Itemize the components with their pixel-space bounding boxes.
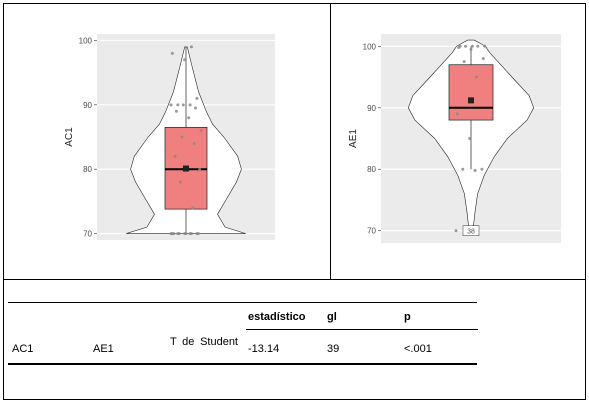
ae1-data-point bbox=[470, 44, 474, 48]
ac1-data-point bbox=[179, 180, 183, 184]
ac1-data-point bbox=[177, 232, 181, 236]
ac1-data-point bbox=[180, 135, 184, 139]
ac1-data-point bbox=[191, 206, 195, 210]
violin-chart-ac1: 70 80 90 100 AC1 bbox=[64, 34, 275, 240]
ae1-data-point bbox=[469, 47, 473, 51]
header-df: gl bbox=[327, 311, 337, 323]
panel-divider bbox=[330, 3, 331, 279]
ae1-tick-label: 80 bbox=[367, 165, 376, 174]
cell-statistic: -13.14 bbox=[248, 343, 280, 355]
ac1-tick-label: 70 bbox=[83, 230, 92, 239]
ac1-data-point bbox=[184, 232, 188, 236]
ae1-data-point bbox=[468, 137, 472, 140]
table-header-rule bbox=[246, 329, 478, 330]
ac1-data-point bbox=[169, 103, 173, 107]
ae1-data-point bbox=[454, 229, 458, 233]
ac1-data-point bbox=[195, 96, 199, 100]
ae1-data-point bbox=[462, 60, 466, 64]
ac1-data-point bbox=[189, 232, 193, 236]
ac1-data-point bbox=[187, 116, 191, 120]
ae1-data-point bbox=[458, 44, 462, 48]
ac1-data-point bbox=[189, 45, 193, 49]
ac1-data-point bbox=[194, 106, 198, 110]
ac1-data-point bbox=[173, 154, 177, 158]
violin-chart-ae1: 70 80 90 100 AE1 38 bbox=[348, 34, 561, 243]
cell-df: 39 bbox=[327, 343, 340, 355]
ae1-tick-label: 100 bbox=[363, 42, 377, 51]
ae1-box bbox=[448, 64, 494, 121]
ac1-data-point bbox=[170, 51, 174, 55]
ac1-data-point bbox=[198, 167, 202, 171]
ac1-tick-label: 80 bbox=[83, 165, 92, 174]
cell-test: T de Student bbox=[170, 336, 238, 348]
ac1-mean-marker bbox=[183, 165, 189, 172]
ae1-outlier-label: 38 bbox=[467, 229, 475, 236]
ae1-tick-label: 70 bbox=[367, 227, 376, 236]
table-divider bbox=[3, 279, 586, 280]
ac1-data-point bbox=[176, 103, 180, 107]
ae1-mean-marker bbox=[468, 97, 474, 104]
ac1-data-point bbox=[196, 232, 200, 236]
ac1-data-point bbox=[181, 103, 185, 107]
cell-var2: AE1 bbox=[93, 343, 114, 355]
ae1-data-point bbox=[464, 44, 468, 48]
cell-var1: AC1 bbox=[12, 343, 34, 355]
ac1-data-point bbox=[188, 103, 192, 107]
ae1-data-point bbox=[483, 44, 487, 48]
ac1-data-point bbox=[192, 141, 196, 145]
ae1-data-point bbox=[476, 44, 480, 48]
ae1-data-point bbox=[461, 167, 465, 171]
header-statistic: estadístico bbox=[248, 311, 306, 323]
cell-p: <.001 bbox=[404, 343, 432, 355]
ae1-ylabel: AE1 bbox=[348, 129, 359, 148]
ac1-data-point bbox=[172, 232, 176, 236]
ae1-tick-label: 90 bbox=[367, 104, 376, 113]
ae1-data-point bbox=[481, 57, 485, 61]
header-p: p bbox=[404, 311, 411, 323]
ae1-data-point bbox=[473, 168, 477, 172]
ac1-ylabel: AC1 bbox=[64, 127, 75, 147]
ae1-data-point bbox=[474, 75, 478, 79]
ae1-data-point bbox=[480, 167, 484, 171]
ae1-data-point bbox=[455, 112, 459, 116]
ac1-data-point bbox=[199, 129, 203, 133]
ae1-outlier-label-box bbox=[462, 225, 480, 236]
ac1-data-point bbox=[174, 109, 178, 113]
ac1-tick-label: 90 bbox=[83, 101, 92, 110]
table-bottom-rule bbox=[8, 363, 477, 365]
table-top-rule bbox=[8, 302, 477, 303]
figure-frame bbox=[3, 3, 586, 400]
ac1-data-point bbox=[183, 58, 187, 62]
ac1-tick-label: 100 bbox=[79, 36, 93, 45]
